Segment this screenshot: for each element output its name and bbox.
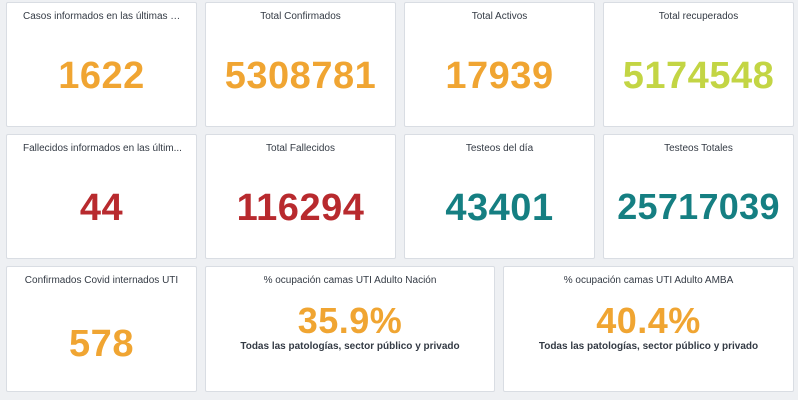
card-title: Total Activos: [471, 11, 528, 22]
card-value: 44: [79, 187, 124, 229]
card-title: % ocupación camas UTI Adulto AMBA: [563, 275, 734, 286]
card-title: Confirmados Covid internados UTI: [24, 275, 179, 286]
card-value: 5174548: [622, 55, 775, 97]
card-total-fallecidos: Total Fallecidos 116294: [205, 134, 396, 259]
card-ocupacion-uti-nacion: % ocupación camas UTI Adulto Nación 35.9…: [205, 266, 495, 392]
card-value: 116294: [236, 187, 365, 229]
card-value: 17939: [445, 55, 554, 97]
card-value: 1622: [58, 55, 145, 97]
card-value: 5308781: [224, 55, 377, 97]
card-value: 43401: [445, 187, 554, 229]
card-title: Total Fallecidos: [266, 143, 335, 154]
card-total-activos: Total Activos 17939: [404, 2, 595, 127]
card-title: Testeos Totales: [664, 143, 733, 154]
card-title: % ocupación camas UTI Adulto Nación: [263, 275, 437, 286]
card-subtitle: Todas las patologías, sector público y p…: [538, 341, 759, 352]
card-title: Total recuperados: [658, 11, 739, 22]
card-ocupacion-uti-amba: % ocupación camas UTI Adulto AMBA 40.4% …: [503, 266, 794, 392]
card-fallecidos-ultimas-24h: Fallecidos informados en las últim... 44: [6, 134, 197, 259]
card-value: 578: [69, 323, 134, 365]
card-title: Testeos del día: [465, 143, 534, 154]
card-confirmados-internados-uti: Confirmados Covid internados UTI 578: [6, 266, 197, 392]
card-value: 40.4%: [596, 300, 701, 341]
card-value: 35.9%: [297, 300, 403, 341]
card-title: Total Confirmados: [260, 11, 341, 22]
card-casos-ultimas-24h: Casos informados en las últimas 2... 162…: [6, 2, 197, 127]
card-subtitle: Todas las patologías, sector público y p…: [240, 341, 460, 352]
card-testeos-totales: Testeos Totales 25717039: [603, 134, 794, 259]
card-title: Casos informados en las últimas 2...: [23, 11, 185, 22]
card-value: 25717039: [617, 186, 780, 227]
card-total-recuperados: Total recuperados 5174548: [603, 2, 794, 127]
card-title: Fallecidos informados en las últim...: [23, 143, 182, 154]
card-total-confirmados: Total Confirmados 5308781: [205, 2, 396, 127]
card-testeos-del-dia: Testeos del día 43401: [404, 134, 595, 259]
